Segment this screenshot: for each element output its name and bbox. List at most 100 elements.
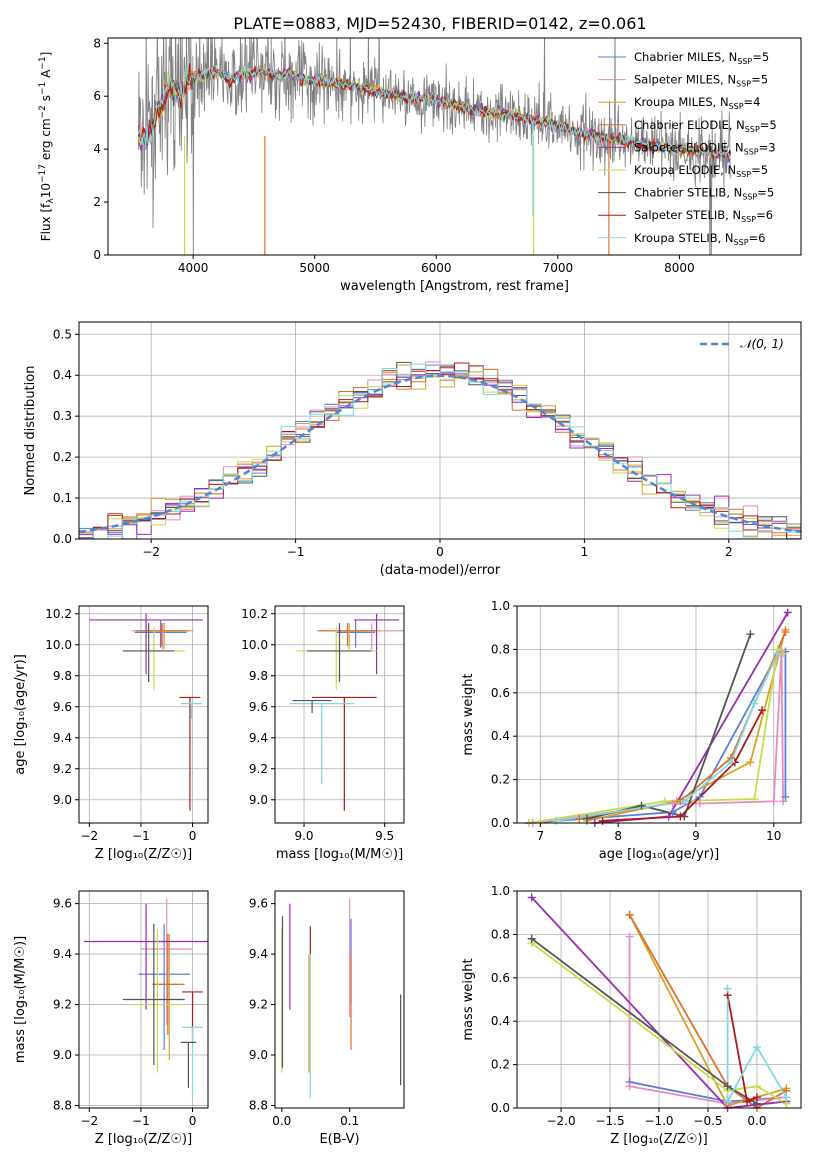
- plot-area-age-z: [89, 613, 203, 811]
- weight-marker: [769, 797, 778, 806]
- weight-line: [726, 988, 788, 1102]
- x-tick-label: 0.1: [340, 1114, 359, 1128]
- weight-marker: [723, 1097, 732, 1106]
- weight-line: [532, 651, 784, 823]
- x-tick-label: 5000: [299, 261, 330, 275]
- x-tick-label: 6000: [421, 261, 452, 275]
- y-tick-label: 9.4: [249, 731, 268, 745]
- y-tick-label: 9.8: [249, 669, 268, 683]
- y-tick-label: 10.2: [241, 607, 268, 621]
- model-spectrum-line: [137, 64, 731, 159]
- x-axis-label: Z [log₁₀(Z/Z☉)]: [95, 847, 192, 862]
- y-tick-label: 1.0: [491, 884, 510, 898]
- plot-area-mass-ebv: [281, 898, 402, 1098]
- weight-line: [586, 633, 752, 820]
- y-tick-label: 4: [93, 142, 101, 156]
- weight-marker: [625, 1082, 634, 1091]
- weight-marker: [758, 706, 767, 715]
- weight-line: [586, 629, 787, 822]
- x-tick-label: 7: [537, 829, 545, 843]
- y-tick-label: 9.4: [53, 947, 72, 961]
- y-axis-label: age [log₁₀(age/yr)]: [13, 654, 28, 775]
- legend-entry: Chabrier ELODIE, NSSP=5: [634, 118, 777, 134]
- weight-marker: [746, 758, 755, 767]
- x-axis-label: mass [log₁₀(M/M☉)]: [276, 847, 403, 862]
- weight-marker: [773, 649, 782, 658]
- x-tick-label: −2: [80, 829, 98, 843]
- weight-marker: [695, 799, 704, 808]
- y-tick-label: 9.0: [53, 793, 72, 807]
- x-tick-label: −1.0: [644, 1114, 673, 1128]
- y-tick-label: 9.0: [249, 793, 268, 807]
- axes-frame-mass-z: [78, 890, 209, 1109]
- y-tick-label: 8.8: [249, 1098, 268, 1112]
- x-tick-label: 1: [581, 545, 589, 559]
- x-tick-label: −2.0: [546, 1114, 575, 1128]
- weight-marker: [743, 1097, 752, 1106]
- weight-marker: [783, 608, 792, 617]
- histogram-step: [79, 363, 801, 539]
- y-tick-label: 9.6: [249, 700, 268, 714]
- legend-entry: Kroupa STELIB, NSSP=6: [634, 231, 765, 247]
- x-tick-label: 0.0: [272, 1114, 291, 1128]
- y-tick-label: 0.0: [491, 1101, 510, 1115]
- y-tick-label: 0.2: [53, 450, 72, 464]
- y-tick-label: 0.8: [491, 927, 510, 941]
- weight-line: [628, 914, 787, 1108]
- axes-frame-spectrum: [107, 37, 802, 256]
- y-tick-label: 9.6: [249, 897, 268, 911]
- x-axis-label: Z [log₁₀(Z/Z☉)]: [610, 1132, 707, 1147]
- weight-line: [531, 942, 787, 1105]
- axes-frame-weight-z: [516, 890, 802, 1109]
- panel-mass-ebv: 0.0 0.1 8.8 9.0 9.2 9.4 9.6 E(B-V): [249, 890, 405, 1147]
- weight-marker: [583, 814, 592, 823]
- y-tick-label: 9.6: [53, 700, 72, 714]
- x-tick-label: 2: [725, 545, 733, 559]
- y-tick-label: 0.4: [53, 368, 72, 382]
- weight-marker: [527, 893, 536, 902]
- weight-marker: [726, 758, 735, 767]
- weight-marker: [527, 934, 536, 943]
- y-tick-label: 9.0: [249, 1048, 268, 1062]
- y-axis-label: Normed distribution: [23, 366, 38, 496]
- y-tick-label: 0: [93, 248, 101, 262]
- panel-weight-z: −2.0 −1.5 −1.0 −0.5 0.0 0.0 0.2 0.4 0.6 0.8 1.0 Z […: [461, 884, 802, 1147]
- x-tick-label: −1: [132, 1114, 150, 1128]
- x-tick-label: −2: [80, 1114, 98, 1128]
- plot-area-weight-age: [528, 612, 789, 823]
- y-tick-label: 0.4: [491, 1014, 510, 1028]
- y-tick-label: 10.0: [241, 638, 268, 652]
- normal-curve: [79, 374, 801, 534]
- x-tick-label: 9.0: [294, 829, 313, 843]
- axes-frame-age-mass: [274, 605, 405, 824]
- y-axis-label: Flux [fλ10−17 erg cm−2 s−1 A−1]: [38, 52, 56, 242]
- y-tick-label: 1.0: [491, 599, 510, 613]
- weight-marker: [676, 812, 685, 821]
- weight-marker: [781, 628, 790, 637]
- weight-marker: [782, 1093, 791, 1102]
- y-tick-label: 9.4: [53, 731, 72, 745]
- legend-entry: Kroupa ELODIE, NSSP=5: [634, 163, 768, 179]
- y-tick-label: 9.4: [249, 947, 268, 961]
- weight-marker: [723, 984, 732, 993]
- legend-entry: 𝒩(0, 1): [740, 337, 784, 351]
- x-axis-label: Z [log₁₀(Z/Z☉)]: [95, 1132, 192, 1147]
- weight-marker: [680, 797, 689, 806]
- plot-area-mass-z: [84, 898, 208, 1098]
- y-axis-label: mass [log₁₀(M/M☉)]: [13, 936, 28, 1063]
- y-tick-label: 0.2: [491, 773, 510, 787]
- legend-entry: Chabrier MILES, NSSP=5: [634, 50, 769, 66]
- weight-marker: [723, 1082, 732, 1091]
- weight-marker: [752, 1043, 761, 1052]
- x-axis-label: (data-model)/error: [380, 563, 501, 578]
- weight-line: [531, 896, 787, 1108]
- y-tick-label: 0.2: [491, 1058, 510, 1072]
- y-tick-label: 0.6: [491, 686, 510, 700]
- legend-entry: Salpeter ELODIE, NSSP=3: [634, 140, 776, 156]
- weight-marker: [625, 910, 634, 919]
- x-tick-label: 8000: [664, 261, 695, 275]
- x-tick-label: 9.5: [375, 829, 394, 843]
- axes-frame-mass-ebv: [274, 890, 405, 1109]
- plot-area-spectrum: [137, 38, 731, 255]
- x-tick-label: −0.5: [693, 1114, 722, 1128]
